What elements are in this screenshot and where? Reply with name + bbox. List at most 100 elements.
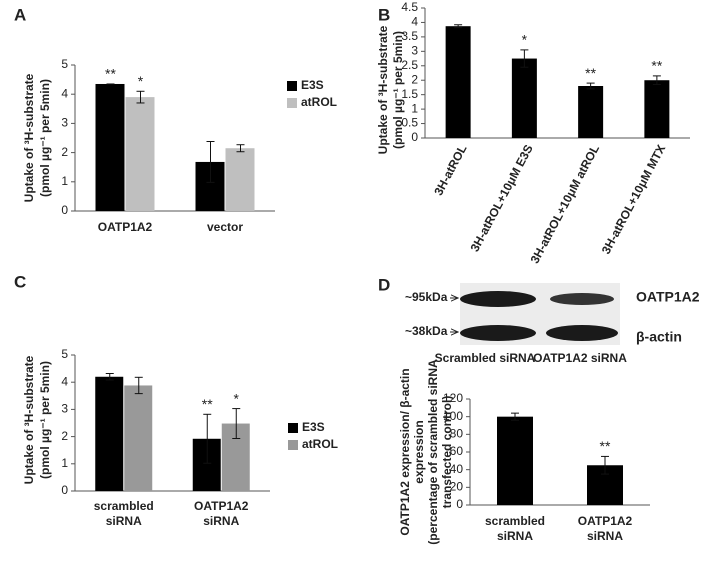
bar <box>225 148 255 211</box>
protein-label: OATP1A2 <box>636 289 700 305</box>
panel-label: A <box>14 5 26 24</box>
error-bar <box>206 141 215 183</box>
y-tick-label: 4 <box>61 374 68 388</box>
error-bar <box>232 408 241 440</box>
y-tick-label: 0.5 <box>401 116 418 130</box>
error-bar <box>520 49 529 68</box>
error-bar <box>105 372 114 381</box>
y-tick-label: 2.5 <box>401 58 418 72</box>
x-tick-label: siRNA <box>497 529 533 543</box>
legend-label: atROL <box>301 95 337 109</box>
error-bar <box>586 82 595 90</box>
significance-label: * <box>234 390 240 406</box>
x-tick-label: OATP1A2 <box>98 220 153 234</box>
x-tick-label: 3H-atROL <box>431 142 469 197</box>
x-tick-label: vector <box>207 220 243 234</box>
significance-label: ** <box>202 396 213 412</box>
y-tick-label: 20 <box>450 480 464 494</box>
marker-label: ~95kDa <box>405 290 448 304</box>
y-tick-label: 80 <box>450 427 464 441</box>
y-tick-label: 3.5 <box>401 29 418 43</box>
y-axis-label: Uptake of ³H-substrate <box>376 25 390 154</box>
y-tick-label: 4.5 <box>401 0 418 14</box>
y-tick-label: 3 <box>61 402 68 416</box>
significance-label: ** <box>585 65 596 81</box>
y-axis-label: OATP1A2 expression/ β-actin <box>398 368 412 535</box>
y-tick-label: 2 <box>61 429 68 443</box>
y-axis-label: Uptake of ³H-substrate <box>22 355 36 484</box>
y-axis-label: expression <box>412 420 426 483</box>
bar <box>497 416 533 505</box>
significance-label: ** <box>600 438 611 454</box>
panel-label: D <box>378 275 390 294</box>
error-bar <box>203 413 212 464</box>
blot-band <box>550 293 614 305</box>
x-tick-label: siRNA <box>106 514 142 528</box>
y-tick-label: 1 <box>61 456 68 470</box>
blot-band <box>460 325 536 341</box>
error-bar <box>134 376 143 395</box>
significance-label: ** <box>105 66 116 82</box>
error-bar <box>136 90 145 104</box>
x-tick-label: siRNA <box>203 514 239 528</box>
significance-label: * <box>522 32 528 48</box>
panel-label: B <box>378 5 390 24</box>
bar <box>95 83 125 211</box>
x-tick-label: siRNA <box>587 529 623 543</box>
y-axis-label: (pmol µg⁻¹ per 5min) <box>38 361 52 479</box>
significance-label: * <box>138 73 144 89</box>
y-tick-label: 2 <box>411 72 418 86</box>
bar <box>511 58 537 138</box>
x-tick-label: scrambled <box>94 499 154 513</box>
panel-label: C <box>14 272 26 291</box>
x-tick-label: OATP1A2 <box>578 514 633 528</box>
x-tick-label: 3H-atROL+10μM E3S <box>468 142 536 254</box>
y-tick-label: 2 <box>61 145 68 159</box>
legend-label: E3S <box>302 420 325 434</box>
legend-swatch <box>288 440 298 450</box>
legend-label: E3S <box>301 78 324 92</box>
y-axis-label: transfected control) <box>440 396 454 509</box>
y-tick-label: 3 <box>61 116 68 130</box>
x-tick-label: 3H-atROL+10μM MTX <box>599 142 668 256</box>
y-tick-label: 100 <box>443 409 463 423</box>
y-tick-label: 5 <box>61 347 68 361</box>
error-bar <box>511 412 519 421</box>
y-axis-label: (pmol µg⁻¹ per 5min) <box>391 31 405 149</box>
y-tick-label: 3 <box>411 44 418 58</box>
y-tick-label: 0 <box>61 483 68 497</box>
y-tick-label: 120 <box>443 391 463 405</box>
y-tick-label: 4 <box>411 15 418 29</box>
legend-swatch <box>288 423 298 433</box>
lane-label: Scrambled siRNA <box>435 351 536 365</box>
significance-label: ** <box>651 58 662 74</box>
y-axis-label: (percentage of scrambled siRNA <box>426 359 440 545</box>
protein-label: β-actin <box>636 329 682 345</box>
y-tick-label: 1 <box>411 101 418 115</box>
legend-swatch <box>287 98 297 108</box>
y-tick-label: 1.5 <box>401 87 418 101</box>
y-tick-label: 60 <box>450 444 464 458</box>
marker-label: ~38kDa <box>405 324 448 338</box>
y-tick-label: 0 <box>411 130 418 144</box>
y-tick-label: 4 <box>61 86 68 100</box>
error-bar <box>236 144 245 153</box>
y-axis-label: (pmol µg⁻¹ per 5min) <box>38 79 52 197</box>
y-tick-label: 1 <box>61 174 68 188</box>
y-tick-label: 0 <box>456 497 463 511</box>
blot-band <box>460 291 536 307</box>
y-tick-label: 40 <box>450 462 464 476</box>
legend-swatch <box>287 81 297 91</box>
x-tick-label: scrambled <box>485 514 545 528</box>
blot-band <box>546 325 618 341</box>
bar <box>124 385 153 491</box>
error-bar <box>652 75 661 86</box>
x-tick-label: OATP1A2 <box>194 499 249 513</box>
lane-label: OATP1A2 siRNA <box>533 351 627 365</box>
bar <box>644 80 670 138</box>
y-tick-label: 5 <box>61 57 68 71</box>
bar <box>125 97 155 211</box>
error-bar <box>601 455 609 475</box>
x-tick-label: 3H-atROL+10μM atROL <box>528 142 603 265</box>
